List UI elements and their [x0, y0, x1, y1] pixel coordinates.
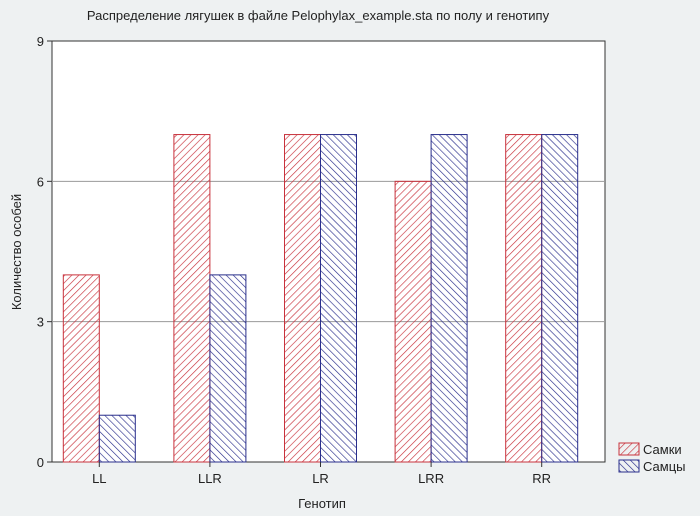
x-axis-label: Генотип — [298, 496, 346, 511]
x-tick-label: LL — [92, 471, 106, 486]
x-tick-label: RR — [532, 471, 551, 486]
legend-label: Самки — [643, 442, 682, 457]
bar-female-ll — [62, 274, 100, 463]
bar-female-lrr — [394, 180, 432, 463]
y-tick-label: 9 — [37, 34, 44, 49]
legend-label: Самцы — [643, 459, 686, 474]
bar-male-rr — [541, 134, 579, 463]
x-tick-label: LRR — [418, 471, 444, 486]
y-tick-label: 6 — [37, 174, 44, 189]
y-tick-label: 0 — [37, 455, 44, 470]
y-tick-label: 3 — [37, 315, 44, 330]
x-axis-ticks: LL LLR LR LRR RR — [92, 462, 551, 486]
bar-male-llr — [209, 274, 247, 463]
bars — [62, 134, 579, 463]
legend-swatch — [618, 459, 640, 473]
bar-female-lr — [284, 134, 321, 463]
x-tick-label: LLR — [198, 471, 222, 486]
bar-male-ll — [98, 414, 136, 463]
x-tick-label: LR — [312, 471, 329, 486]
legend: Самки Самцы — [618, 442, 686, 474]
legend-swatch — [618, 442, 640, 456]
bar-female-rr — [505, 134, 543, 463]
chart-title: Распределение лягушек в файле Pelophylax… — [87, 8, 550, 23]
bar-male-lr — [320, 134, 357, 463]
y-axis-ticks: 0 3 6 9 — [37, 34, 52, 470]
bar-male-lrr — [430, 134, 468, 463]
bar-female-llr — [173, 134, 211, 463]
y-axis-label: Количество особей — [9, 194, 24, 310]
